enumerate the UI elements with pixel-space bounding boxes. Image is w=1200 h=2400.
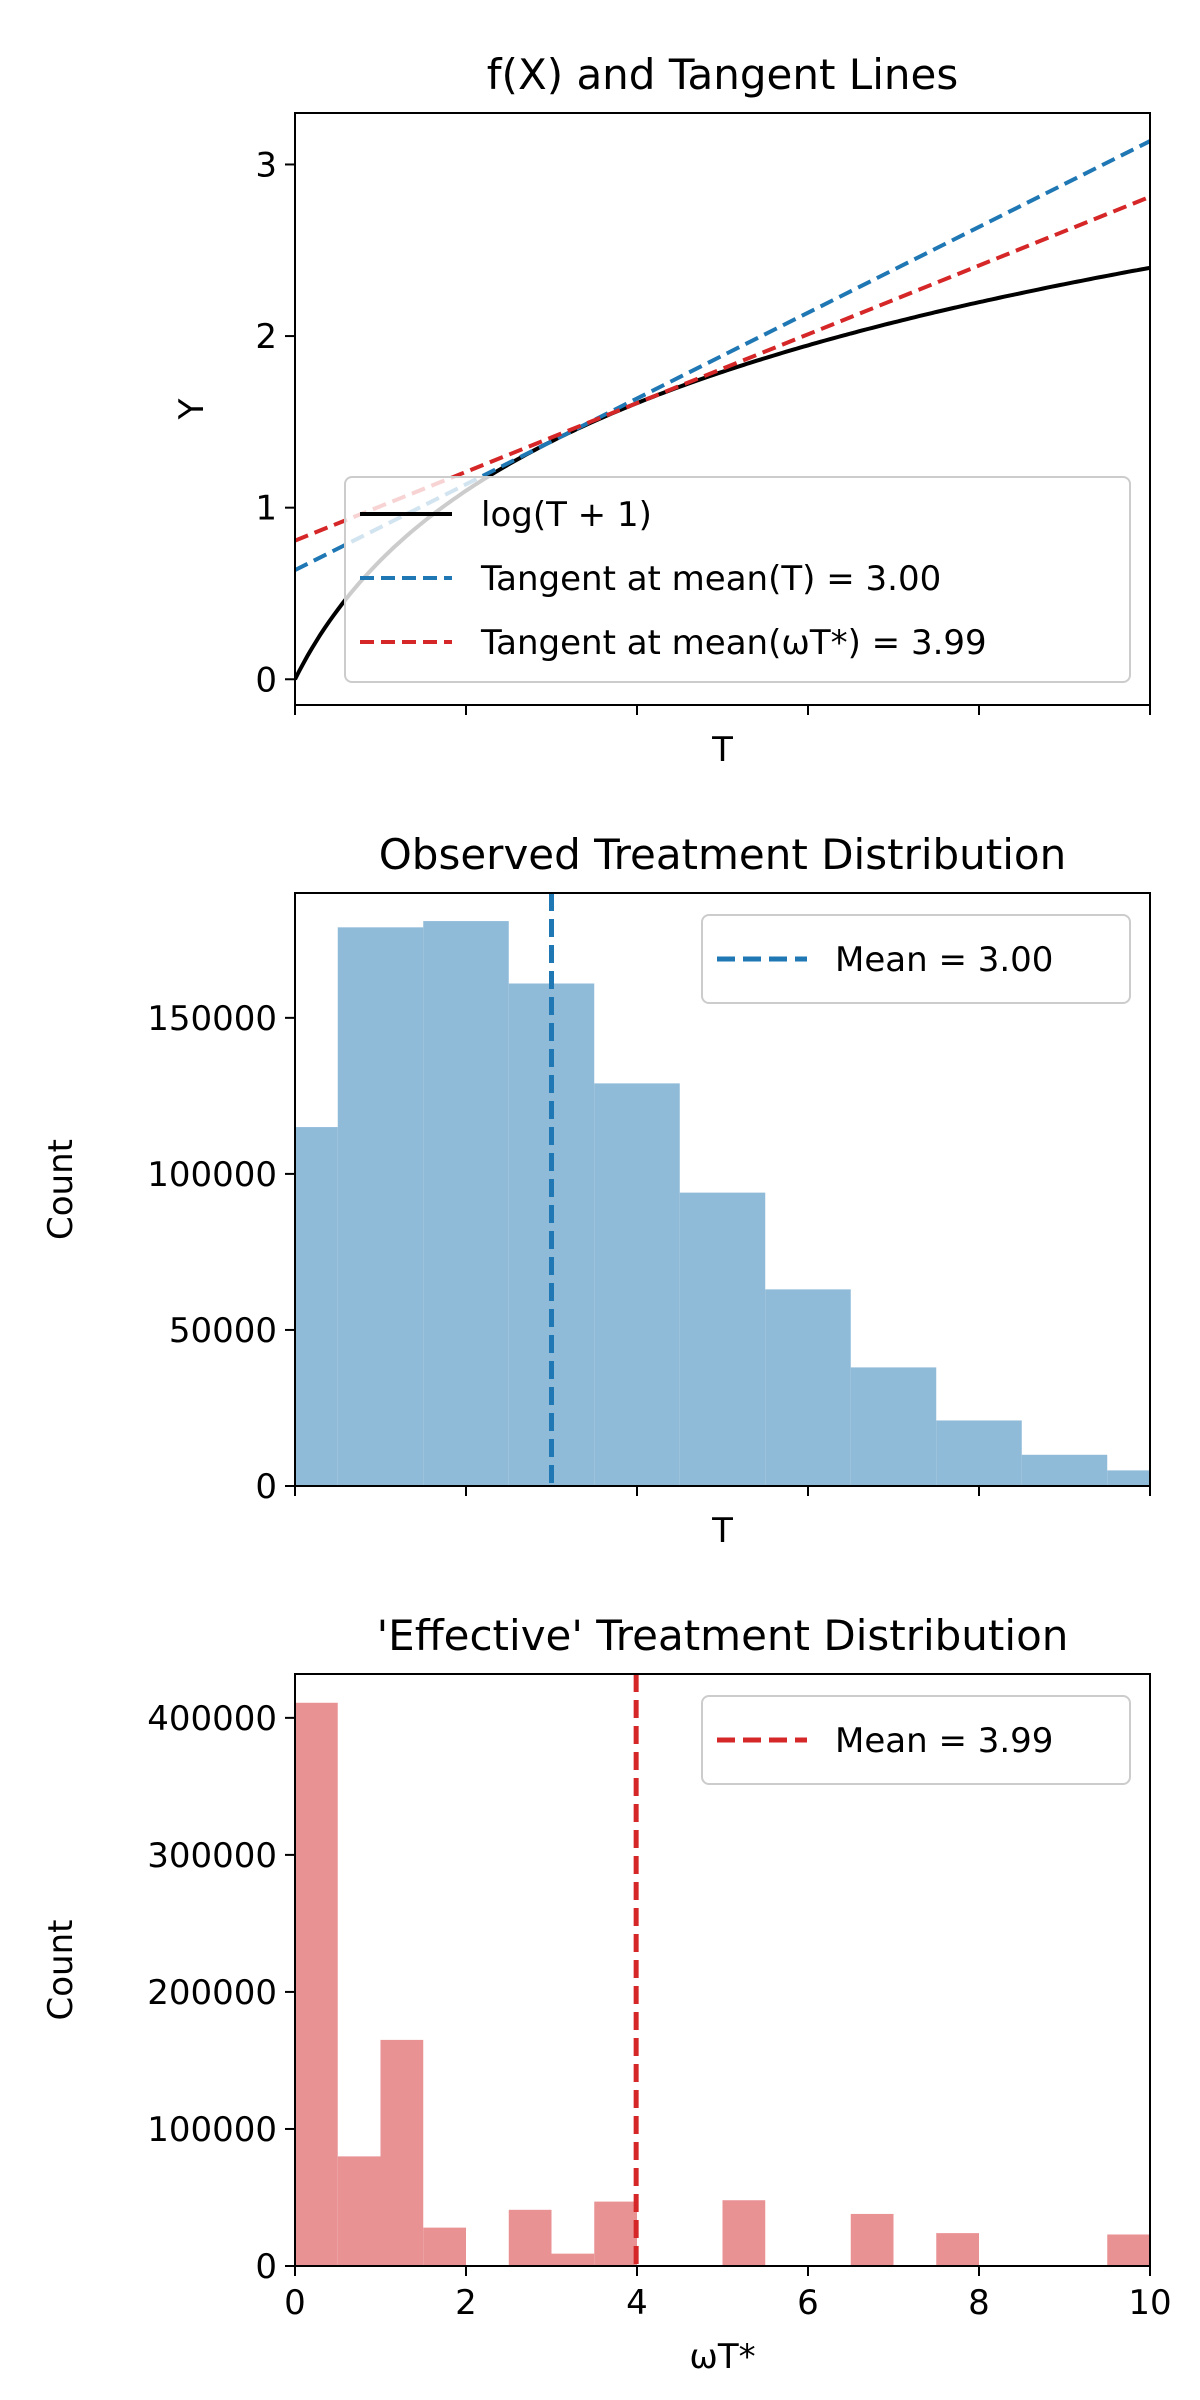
histogram-bar xyxy=(936,2233,979,2266)
histogram-bar xyxy=(936,1420,1022,1486)
histogram-bar xyxy=(850,1367,937,1486)
histogram-bar xyxy=(765,1289,851,1486)
histogram-bar xyxy=(295,1702,338,2266)
chart-title: Observed Treatment Distribution xyxy=(379,830,1067,879)
bars xyxy=(295,921,1150,1486)
histogram-bar xyxy=(594,1083,680,1486)
histogram-bar xyxy=(380,2039,424,2266)
histogram-bar xyxy=(423,2227,466,2266)
histogram-bar xyxy=(337,2156,381,2266)
y-tick-label: 0 xyxy=(255,1467,277,1507)
histogram-bar xyxy=(423,921,509,1486)
histogram-bar xyxy=(1107,2234,1150,2266)
x-tick-label: 10 xyxy=(1128,2283,1171,2323)
legend-box xyxy=(701,1695,1131,1785)
y-tick-label: 0 xyxy=(255,2247,277,2287)
chart-panel-observed: Observed Treatment Distribution 0 50000 100… xyxy=(41,830,1151,1551)
y-axis-label: Count xyxy=(41,1139,81,1240)
legend-label: Mean = 3.00 xyxy=(835,940,1053,980)
y-tick-label: 300000 xyxy=(147,1836,277,1876)
histogram-bar xyxy=(1107,1470,1150,1486)
histogram-bar xyxy=(679,1192,766,1486)
legend: Mean = 3.00 xyxy=(701,914,1131,1004)
x-axis-label: T xyxy=(711,730,733,770)
histogram-bar xyxy=(551,2253,595,2266)
legend-label: Mean = 3.99 xyxy=(835,1721,1053,1761)
bars xyxy=(295,1702,1150,2266)
histogram-bar xyxy=(1021,1454,1108,1486)
y-tick-label: 3 xyxy=(255,145,277,185)
y-tick-label: 200000 xyxy=(147,1973,277,2013)
legend-label: log(T + 1) xyxy=(481,495,652,535)
x-tick-label: 0 xyxy=(284,2283,306,2323)
y-tick-label: 100000 xyxy=(147,1155,277,1195)
histogram-bar xyxy=(337,927,424,1486)
chart-title: 'Effective' Treatment Distribution xyxy=(377,1611,1069,1660)
x-tick-label: 6 xyxy=(797,2283,819,2323)
x-axis-label: ωT* xyxy=(689,2337,755,2377)
legend-label: Tangent at mean(T) = 3.00 xyxy=(480,559,941,599)
x-tick-label: 2 xyxy=(455,2283,477,2323)
y-tick-label: 50000 xyxy=(169,1311,277,1351)
histogram-bar xyxy=(508,2209,552,2266)
legend: log(T + 1) Tangent at mean(T) = 3.00 Tange… xyxy=(344,476,1131,683)
y-tick-label: 0 xyxy=(255,660,277,700)
chart-title: f(X) and Tangent Lines xyxy=(487,50,958,99)
axes-frame xyxy=(294,1673,1151,2267)
legend-box xyxy=(701,914,1131,1004)
y-tick-label: 400000 xyxy=(147,1699,277,1739)
chart-panel-effective: 'Effective' Treatment Distribution 0 10000… xyxy=(41,1611,1172,2377)
x-tick-label: 4 xyxy=(626,2283,648,2323)
y-tick-label: 100000 xyxy=(147,2110,277,2150)
histogram-bar xyxy=(850,2213,894,2266)
histogram-bar xyxy=(594,2201,637,2266)
y-axis-label: Count xyxy=(41,1920,81,2021)
x-tick-label: 8 xyxy=(968,2283,990,2323)
legend-label: Tangent at mean(ωT*) = 3.99 xyxy=(480,623,987,663)
legend: Mean = 3.99 xyxy=(701,1695,1131,1785)
axes-frame xyxy=(294,892,1151,1487)
x-axis-label: T xyxy=(711,1511,733,1551)
histogram-bar xyxy=(295,1127,338,1486)
histogram-bar xyxy=(722,2200,766,2266)
y-axis-label: Y xyxy=(172,398,212,420)
legend-box xyxy=(344,476,1131,683)
y-tick-label: 1 xyxy=(255,489,277,529)
y-tick-label: 150000 xyxy=(147,999,277,1039)
axes-frame xyxy=(294,112,1151,706)
y-tick-label: 2 xyxy=(255,317,277,357)
